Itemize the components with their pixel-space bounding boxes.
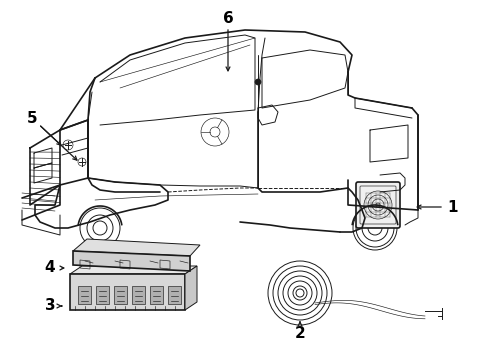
Circle shape: [255, 79, 261, 85]
Polygon shape: [96, 286, 109, 304]
Polygon shape: [78, 286, 91, 304]
Text: 4: 4: [45, 261, 55, 275]
Polygon shape: [114, 286, 127, 304]
Polygon shape: [185, 266, 197, 310]
Text: 5: 5: [26, 111, 37, 126]
Text: 6: 6: [222, 10, 233, 26]
Text: 3: 3: [45, 298, 55, 314]
Polygon shape: [73, 239, 200, 256]
Polygon shape: [150, 286, 163, 304]
Polygon shape: [70, 274, 185, 310]
FancyBboxPatch shape: [356, 182, 400, 228]
Polygon shape: [132, 286, 145, 304]
Polygon shape: [73, 251, 190, 271]
Polygon shape: [70, 266, 197, 274]
Polygon shape: [168, 286, 181, 304]
Text: 1: 1: [448, 199, 458, 215]
Text: 2: 2: [294, 327, 305, 342]
